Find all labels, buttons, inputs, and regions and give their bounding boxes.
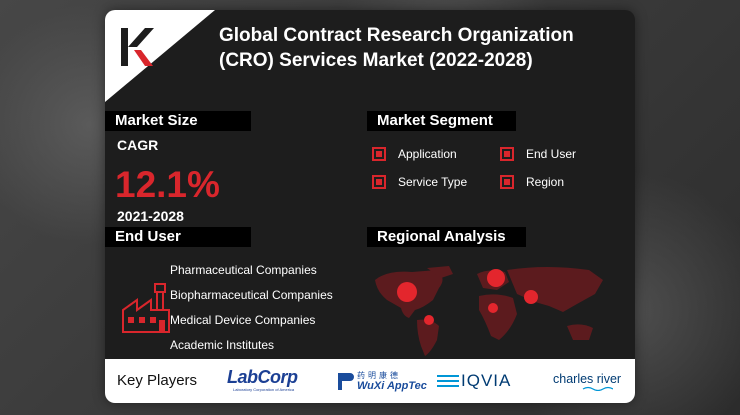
north-america-bubble <box>397 282 417 302</box>
labcorp-tagline: Laboratory Corporation of America <box>233 387 295 392</box>
infographic-card: Global Contract Research Organization (C… <box>105 10 635 403</box>
segment-item-region: Region <box>500 175 564 189</box>
segment-item-end-user: End User <box>500 147 576 161</box>
segment-label: Application <box>398 147 457 161</box>
bullet-square-icon <box>500 147 514 161</box>
end-user-item: Biopharmaceutical Companies <box>170 288 333 302</box>
australia-shape <box>567 324 593 340</box>
south-america-bubble <box>424 315 434 325</box>
segment-label: Region <box>526 175 565 189</box>
europe-bubble <box>487 269 505 287</box>
world-map <box>375 266 603 356</box>
labcorp-logo: LabCorp Laboratory Corporation of Americ… <box>227 367 313 395</box>
market-size-heading: Market Size <box>105 111 251 131</box>
end-user-heading: End User <box>105 227 251 247</box>
brand-k-logo-icon <box>121 28 154 66</box>
end-user-item: Pharmaceutical Companies <box>170 263 317 277</box>
segment-item-service-type: Service Type <box>372 175 467 189</box>
wuxi-chinese-name: 药明康德 <box>357 370 401 380</box>
wuxi-apptec-logo: 药明康德 WuXi AppTec <box>335 367 427 395</box>
africa-shape <box>479 294 517 340</box>
charles-river-logo: charles river <box>553 367 621 395</box>
iqvia-name: IQVIA <box>461 371 512 390</box>
asia-bubble <box>524 290 538 304</box>
wuxi-name: WuXi AppTec <box>357 379 427 392</box>
asia-shape <box>507 267 603 312</box>
iqvia-stripes-icon <box>437 375 459 387</box>
cagr-label: CAGR <box>117 137 159 153</box>
iqvia-logo: IQVIA <box>437 367 511 395</box>
bullet-square-icon <box>372 147 386 161</box>
greenland-shape <box>427 266 453 278</box>
segment-label: End User <box>526 147 577 161</box>
factory-icon <box>122 283 170 333</box>
segment-item-application: Application <box>372 147 457 161</box>
bullet-square-icon <box>500 175 514 189</box>
cagr-period: 2021-2028 <box>117 208 184 224</box>
cagr-value: 12.1% <box>115 164 220 205</box>
regional-analysis-heading: Regional Analysis <box>367 227 526 247</box>
key-players-footer: Key Players LabCorp Laboratory Corporati… <box>105 359 635 403</box>
market-segment-heading: Market Segment <box>367 111 516 131</box>
end-user-item: Medical Device Companies <box>170 313 316 327</box>
south-america-shape <box>417 319 439 356</box>
key-players-label: Key Players <box>117 372 198 389</box>
wave-icon <box>582 386 613 391</box>
wuxi-mark-icon <box>338 373 354 390</box>
end-user-item: Academic Institutes <box>170 338 275 352</box>
labcorp-name: LabCorp <box>227 367 298 387</box>
page-title: Global Contract Research Organization (C… <box>219 25 574 71</box>
africa-bubble <box>488 303 498 313</box>
charles-river-name: charles river <box>553 371 622 386</box>
segment-label: Service Type <box>398 175 468 189</box>
bullet-square-icon <box>372 175 386 189</box>
